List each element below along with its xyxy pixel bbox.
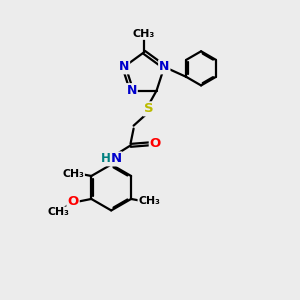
Text: N: N [119,60,129,74]
Text: CH₃: CH₃ [138,196,160,206]
Text: N: N [159,60,169,74]
Text: N: N [127,84,137,97]
Text: CH₃: CH₃ [133,29,155,39]
Text: CH₃: CH₃ [47,208,69,218]
Text: S: S [143,102,153,116]
Text: O: O [68,195,79,208]
Text: O: O [150,137,161,150]
Text: CH₃: CH₃ [62,169,84,178]
Text: H: H [100,152,110,165]
Text: N: N [110,152,122,165]
